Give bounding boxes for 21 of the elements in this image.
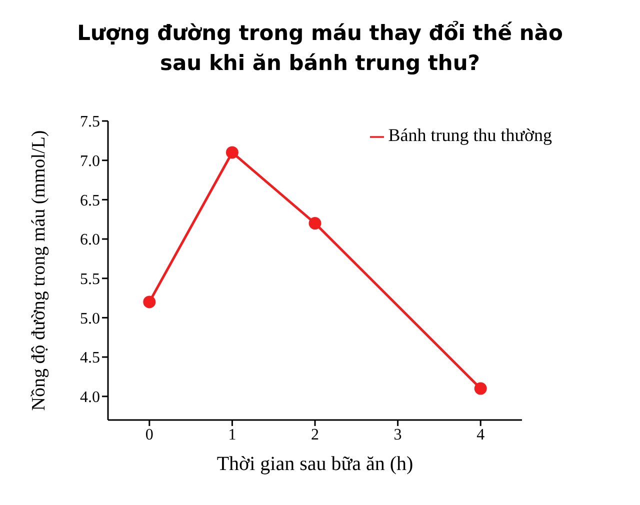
point xyxy=(474,382,487,395)
chart-title: Lượng đường trong máu thay đổi thế nào sau khi ăn bánh trung thu? xyxy=(76,20,564,77)
y-tick-label: 6.0 xyxy=(80,232,100,249)
x-tick-label: 3 xyxy=(394,426,402,444)
point xyxy=(308,217,322,230)
x-tick-label: 0 xyxy=(145,426,154,444)
x-tick-label: 2 xyxy=(311,426,319,444)
x-axis-title: Thời gian sau bữa ăn (h) xyxy=(216,453,414,475)
y-tick-label: 6.5 xyxy=(80,192,100,210)
x-tick-label: 1 xyxy=(228,426,236,444)
y-tick-label: 5.0 xyxy=(80,310,100,328)
y-axis-title: Nồng độ đường trong máu (mmol/L) xyxy=(28,130,50,411)
y-tick-label: 7.5 xyxy=(80,114,100,131)
y-tick-label: 7.0 xyxy=(80,153,100,170)
y-tick-label: 5.5 xyxy=(80,271,100,288)
y-tick-label: 4.0 xyxy=(80,389,100,406)
legend-label: Bánh trung thu thường xyxy=(388,125,552,145)
point xyxy=(226,146,238,159)
y-tick-label: 4.5 xyxy=(80,350,100,367)
point xyxy=(143,296,156,308)
x-tick-label: 4 xyxy=(476,426,485,444)
